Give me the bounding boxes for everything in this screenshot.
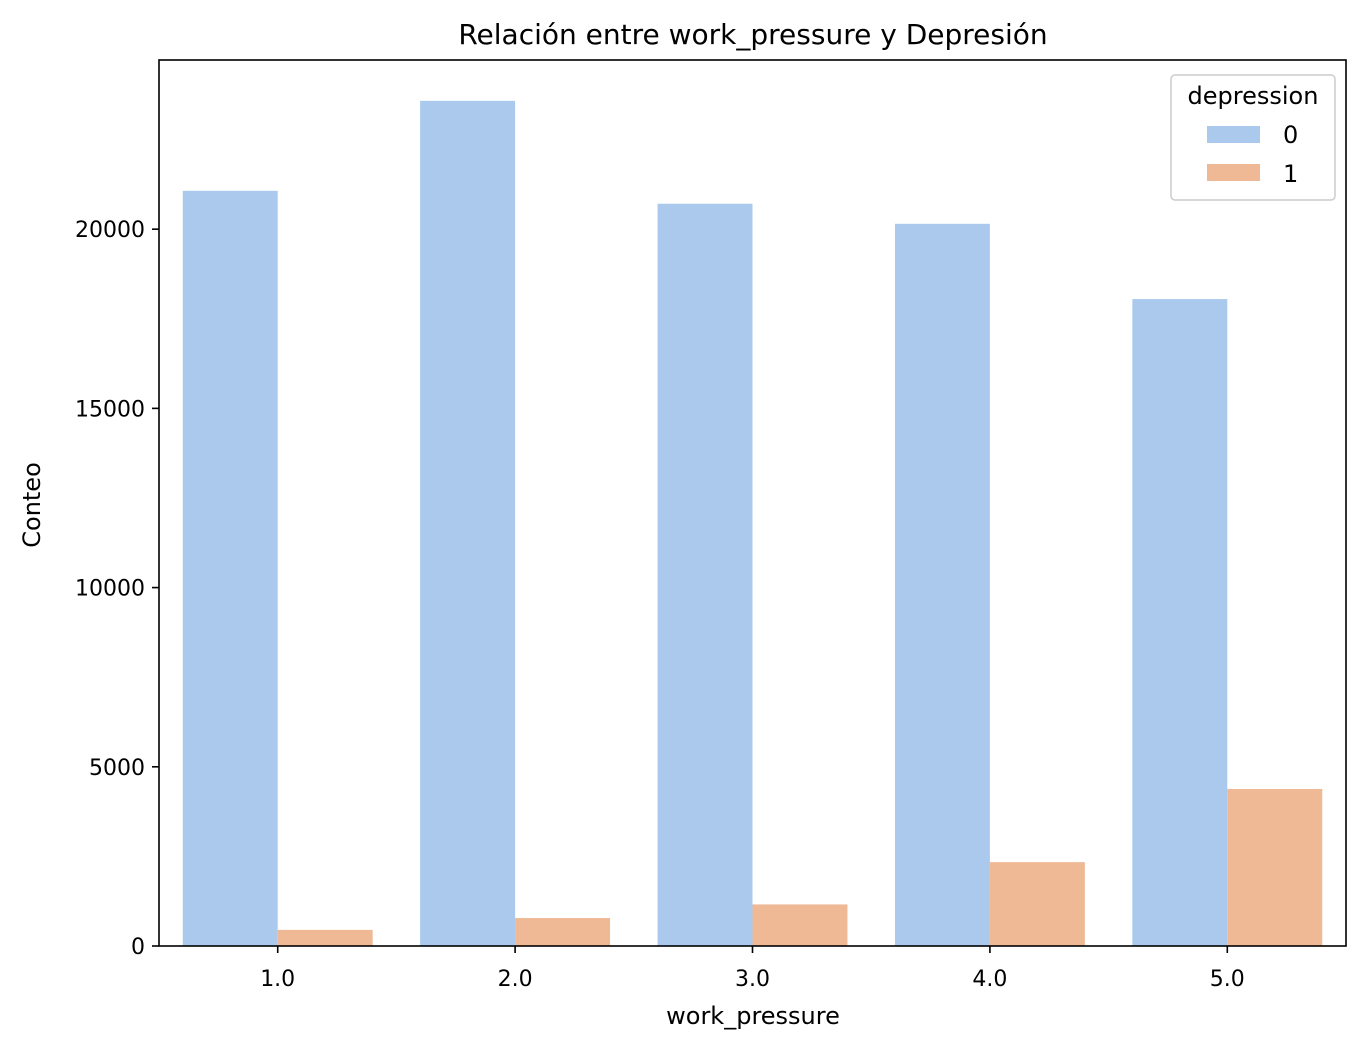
legend-swatch-0 — [1207, 126, 1260, 143]
y-tick-label: 5000 — [89, 756, 145, 781]
x-axis-label: work_pressure — [666, 1002, 840, 1030]
legend-swatch-1 — [1207, 164, 1260, 181]
bar-5.0-depression-0 — [1132, 299, 1228, 946]
x-axis-ticks: 1.0 2.0 3.0 4.0 5.0 — [260, 946, 1245, 992]
chart-title: Relación entre work_pressure y Depresión — [458, 18, 1047, 51]
bar-4.0-depression-0 — [894, 223, 990, 947]
bar-3.0-depression-0 — [657, 203, 753, 947]
bar-2.0-depression-1 — [515, 918, 611, 946]
x-tick-label: 3.0 — [735, 967, 770, 992]
y-tick-label: 0 — [131, 935, 145, 960]
bar-2.0-depression-0 — [420, 100, 516, 947]
bar-1.0-depression-0 — [182, 190, 278, 946]
y-axis-ticks: 0 5000 10000 15000 20000 — [75, 218, 159, 960]
bar-4.0-depression-1 — [989, 862, 1085, 946]
y-tick-label: 20000 — [75, 218, 145, 243]
y-axis-label: Conteo — [18, 462, 46, 548]
bar-5.0-depression-1 — [1227, 789, 1323, 946]
plot-frame — [158, 59, 1347, 947]
legend-label-0: 0 — [1283, 121, 1298, 149]
bar-1.0-depression-1 — [277, 929, 373, 946]
x-tick-label: 1.0 — [260, 967, 295, 992]
y-tick-label: 10000 — [75, 577, 145, 602]
legend-title: depression — [1188, 82, 1319, 110]
x-tick-label: 5.0 — [1210, 967, 1245, 992]
y-tick-label: 15000 — [75, 397, 145, 422]
legend: depression 0 1 — [1170, 74, 1336, 201]
x-tick-label: 4.0 — [972, 967, 1007, 992]
legend-label-1: 1 — [1283, 160, 1298, 188]
bars-group — [182, 100, 1323, 947]
bar-3.0-depression-1 — [752, 904, 848, 946]
x-tick-label: 2.0 — [498, 967, 533, 992]
